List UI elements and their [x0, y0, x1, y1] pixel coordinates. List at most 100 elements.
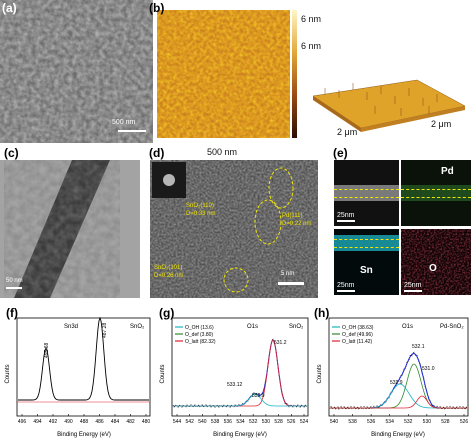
- x-tick-label: 534: [236, 419, 245, 425]
- legend-entry: O_OH (13.6): [185, 325, 214, 331]
- eds-tile-pd: Pd: [401, 160, 471, 226]
- peak-label: 531.0: [422, 366, 435, 372]
- x-tick-label: 538: [211, 419, 220, 425]
- x-tick-label: 488: [80, 419, 89, 425]
- panel-label-c: (c): [4, 146, 19, 160]
- chart-title: Sn3d: [64, 324, 78, 330]
- x-tick-label: 484: [111, 419, 120, 425]
- x-tick-label: 524: [300, 419, 309, 425]
- scalebar-label: 50 nm: [6, 278, 23, 284]
- eds-tile-haadf: 25nm: [334, 160, 399, 226]
- annotation-sno2-101: SnO₂(101) D=0.26 nm: [154, 265, 184, 279]
- peak-label: 532.9: [390, 380, 403, 386]
- panel-label-f: (f): [6, 306, 18, 320]
- component-latt: [330, 395, 467, 409]
- peak-label: 532.1: [412, 344, 425, 350]
- xlabel: Binding Energy (eV): [213, 432, 267, 438]
- afm-colorbar: [292, 10, 297, 138]
- x-tick-label: 526: [287, 419, 296, 425]
- xps-chart-o1s-sno2: Counts O1s SnO₂ O_OH (13.6) O_def (3.80)…: [160, 317, 309, 438]
- panel-c-tem-image: 50 nm: [0, 160, 140, 298]
- xps-chart-sn3d: Counts Sn3d SnO₂ 496 494 492 490 488 486 484 48…: [5, 316, 151, 438]
- ylabel: Counts: [5, 364, 11, 383]
- panel-label-g: (g): [159, 306, 175, 320]
- annotation-pd-111: Pd(111) D=0.22 nm: [282, 213, 312, 227]
- peak-label: 533.12: [227, 382, 243, 388]
- ylabel: Counts: [160, 364, 166, 383]
- sem-texture: [0, 0, 153, 143]
- eds-tile-sn: Sn 25nm: [334, 229, 399, 295]
- eds-scale-label: 25nm: [404, 282, 422, 289]
- x-tick-label: 534: [386, 419, 395, 425]
- panel-label-a: (a): [2, 1, 17, 15]
- scale-bar: [118, 130, 146, 132]
- legend-entry: O_latt (11.42): [342, 339, 373, 345]
- x-tick-label: 544: [173, 419, 182, 425]
- eds-scale-label: 25nm: [337, 282, 355, 289]
- panel-label-e: (e): [333, 146, 348, 160]
- sample-label: Pd-SnO₂: [440, 324, 464, 330]
- x-tick-label: 482: [126, 419, 135, 425]
- sample-label: SnO₂: [130, 324, 145, 330]
- axis-y-label: 2 μm: [431, 119, 452, 129]
- lattice-outline: [268, 167, 294, 209]
- x-tick-label: 528: [274, 419, 283, 425]
- plot-frame: [171, 317, 309, 417]
- x-tick-label: 538: [348, 419, 357, 425]
- afm-scalebar-label: 500 nm: [207, 147, 238, 157]
- ylabel: Counts: [317, 364, 323, 383]
- lattice-outline: [254, 199, 282, 245]
- x-tick-label: 532: [404, 419, 413, 425]
- hrtem-texture: [150, 160, 318, 298]
- afm-texture: [157, 10, 290, 138]
- scale-bar: [278, 282, 304, 285]
- x-tick-label: 540: [198, 419, 207, 425]
- x-tick-label: 494: [33, 419, 42, 425]
- eds-scale-label: 25nm: [337, 212, 355, 219]
- legend-entry: O_def (3.80): [185, 332, 213, 338]
- o-map-texture: [401, 229, 471, 295]
- x-tick-label: 528: [441, 419, 450, 425]
- component-oh: [173, 393, 307, 407]
- lattice-outline: [223, 267, 249, 293]
- axis-x-label: 2 μm: [337, 127, 358, 137]
- panel-a-sem-image: 500 nm: [0, 0, 153, 143]
- x-tick-label: 496: [18, 419, 27, 425]
- panel-b-afm-image: [157, 10, 290, 138]
- chart-title: O1s: [247, 324, 258, 330]
- roughness-label: Rq=0.894 nm: [358, 60, 419, 71]
- legend-entry: O_latt (82.32): [185, 339, 216, 345]
- x-tick-label: 532: [249, 419, 258, 425]
- x-tick-label: 542: [186, 419, 195, 425]
- colorbar-mid: 6 nm: [301, 41, 322, 51]
- panel-label-d: (d): [149, 146, 165, 160]
- peak-label: 487.28: [102, 322, 108, 338]
- x-tick-label: 480: [142, 419, 151, 425]
- afm-3d-surface: [312, 79, 466, 132]
- xlabel: Binding Energy (eV): [371, 432, 425, 438]
- eds-element-label: Sn: [360, 265, 373, 276]
- xlabel: Binding Energy (eV): [57, 432, 111, 438]
- peak-label: 532.9: [252, 393, 265, 399]
- x-tick-label: 540: [330, 419, 339, 425]
- plot-frame: [16, 317, 151, 417]
- sample-label: SnO₂: [289, 324, 304, 330]
- chart-title: O1s: [402, 324, 413, 330]
- eds-element-label: O: [429, 263, 437, 274]
- x-tick-label: 486: [95, 419, 104, 425]
- x-tick-label: 526: [460, 419, 469, 425]
- x-tick-label: 530: [423, 419, 432, 425]
- panel-d-hrtem-image: SnO₂(110) D=0.33 nm Pd(111) D=0.22 nm Sn…: [150, 160, 318, 298]
- peak-label: 531.2: [274, 340, 287, 346]
- x-tick-label: 492: [49, 419, 58, 425]
- x-tick-label: 530: [262, 419, 271, 425]
- panel-label-h: (h): [314, 306, 330, 320]
- x-tick-label: 490: [64, 419, 73, 425]
- colorbar-max: 6 nm: [301, 14, 322, 24]
- spectrum-line: [18, 316, 149, 401]
- tem-texture: [0, 160, 140, 298]
- legend-entry: O_OH (38.63): [342, 325, 374, 331]
- eds-element-label: Pd: [441, 166, 454, 177]
- scalebar-label: 500 nm: [112, 119, 136, 126]
- xps-chart-o1s-pdsno2: Counts O1s Pd-SnO₂ O_OH (38.63) O_def (4…: [317, 317, 469, 438]
